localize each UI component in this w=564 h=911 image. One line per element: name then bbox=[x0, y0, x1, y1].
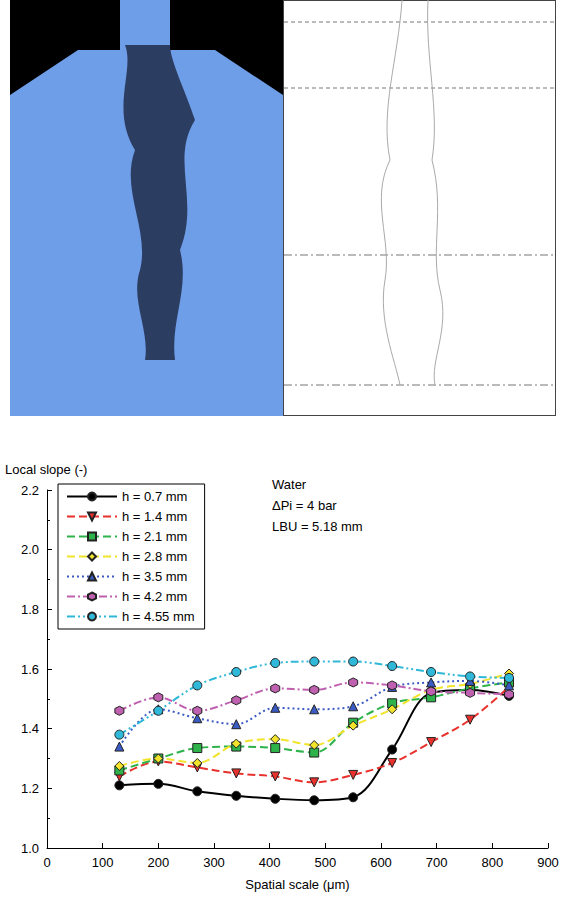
svg-text:900: 900 bbox=[537, 855, 559, 870]
svg-text:1.4: 1.4 bbox=[21, 721, 39, 736]
svg-text:1.8: 1.8 bbox=[21, 602, 39, 617]
svg-text:1.2: 1.2 bbox=[21, 781, 39, 796]
svg-text:0: 0 bbox=[43, 855, 50, 870]
svg-text:2.0: 2.0 bbox=[21, 542, 39, 557]
svg-text:400: 400 bbox=[259, 855, 281, 870]
svg-text:Spatial scale (μm): Spatial scale (μm) bbox=[245, 877, 349, 892]
svg-text:500: 500 bbox=[314, 855, 336, 870]
svg-text:Water: Water bbox=[272, 477, 307, 492]
svg-text:700: 700 bbox=[426, 855, 448, 870]
svg-text:h = 0.7 mm: h = 0.7 mm bbox=[122, 489, 187, 504]
svg-text:h = 2.8 mm: h = 2.8 mm bbox=[122, 549, 187, 564]
svg-text:200: 200 bbox=[147, 855, 169, 870]
svg-text:h = 2.1 mm: h = 2.1 mm bbox=[122, 529, 187, 544]
svg-text:1.0: 1.0 bbox=[21, 841, 39, 856]
svg-text:ΔPi = 4 bar: ΔPi = 4 bar bbox=[272, 498, 337, 513]
svg-text:h = 4.2 mm: h = 4.2 mm bbox=[122, 589, 187, 604]
svg-text:800: 800 bbox=[481, 855, 503, 870]
svg-text:600: 600 bbox=[370, 855, 392, 870]
svg-text:h = 1.4 mm: h = 1.4 mm bbox=[122, 509, 187, 524]
svg-text:1.6: 1.6 bbox=[21, 662, 39, 677]
svg-text:h = 4.55 mm: h = 4.55 mm bbox=[122, 609, 195, 624]
svg-text:300: 300 bbox=[203, 855, 225, 870]
svg-text:100: 100 bbox=[92, 855, 114, 870]
svg-text:h = 3.5 mm: h = 3.5 mm bbox=[122, 569, 187, 584]
svg-text:2.2: 2.2 bbox=[21, 483, 39, 498]
svg-text:Local slope (-): Local slope (-) bbox=[5, 462, 87, 477]
svg-text:LBU = 5.18 mm: LBU = 5.18 mm bbox=[272, 519, 363, 534]
